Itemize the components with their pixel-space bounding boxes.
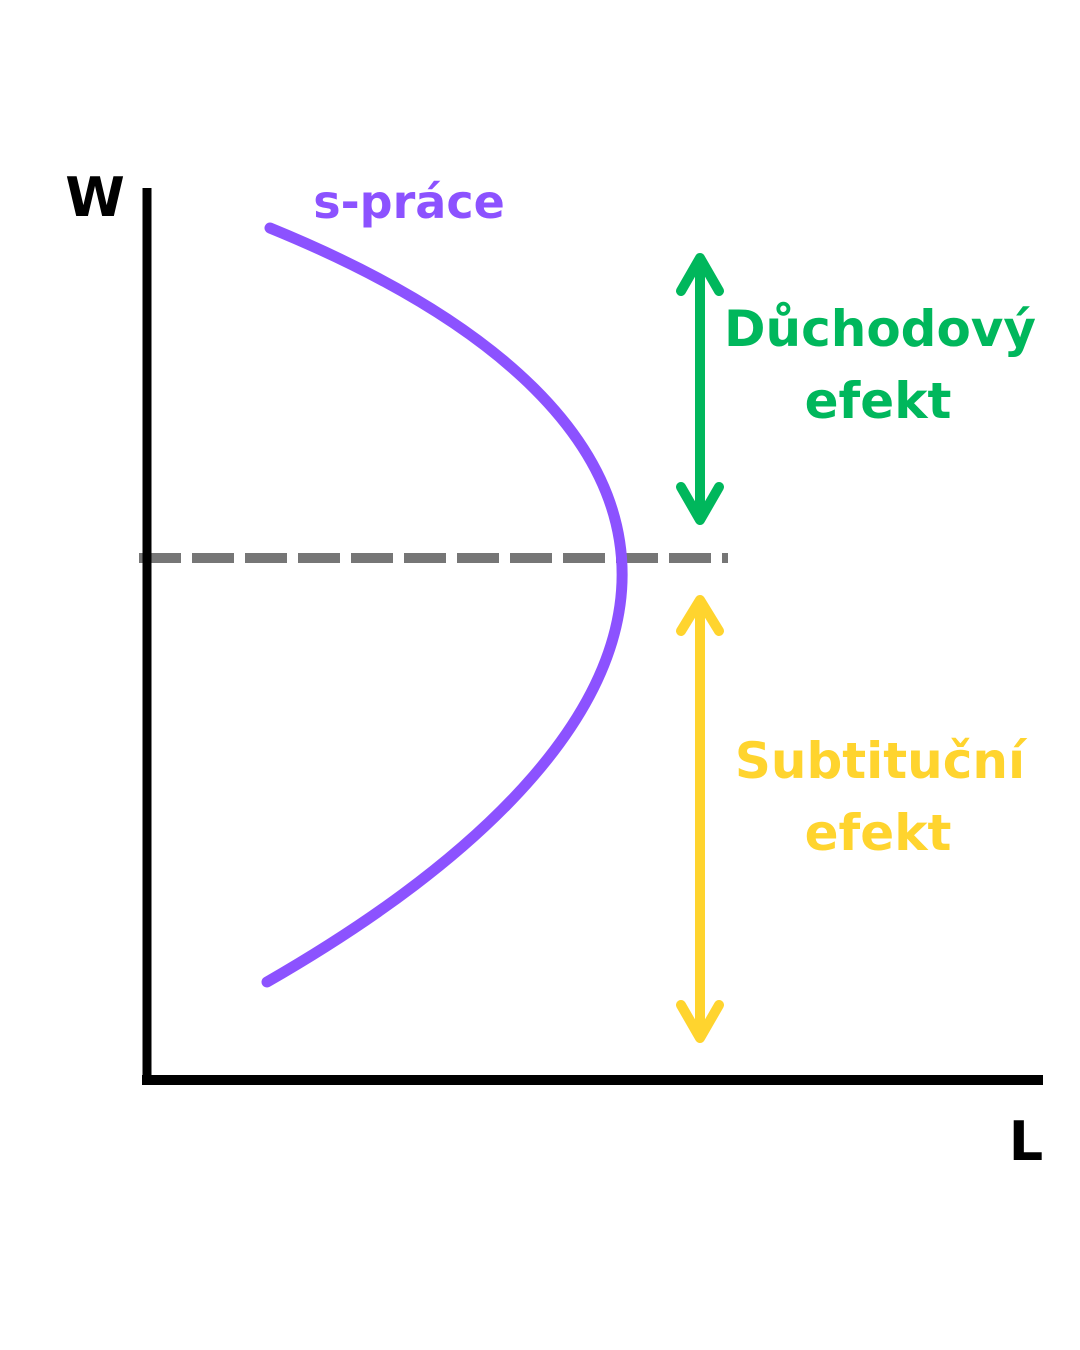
- substitution-effect-arrow: [676, 595, 724, 1043]
- x-axis-label: L: [1009, 1110, 1043, 1173]
- substitution-arrow-up-head-icon: [676, 595, 724, 636]
- supply-curve: [261, 222, 628, 988]
- substitution-effect-label-line2: efekt: [805, 804, 952, 862]
- income-effect-label-line2: efekt: [805, 372, 952, 430]
- income-effect-label-line1: Důchodový: [724, 300, 1036, 358]
- supply-curve-label: s-práce: [313, 175, 505, 229]
- income-arrow-down-head-icon: [676, 482, 724, 525]
- substitution-arrow-down-head-icon: [676, 1000, 724, 1043]
- substitution-effect-label-line1: Subtituční: [735, 732, 1028, 790]
- income-arrow-up-head-icon: [676, 253, 724, 296]
- income-effect-arrow: [676, 253, 724, 525]
- y-axis-label: W: [65, 166, 125, 229]
